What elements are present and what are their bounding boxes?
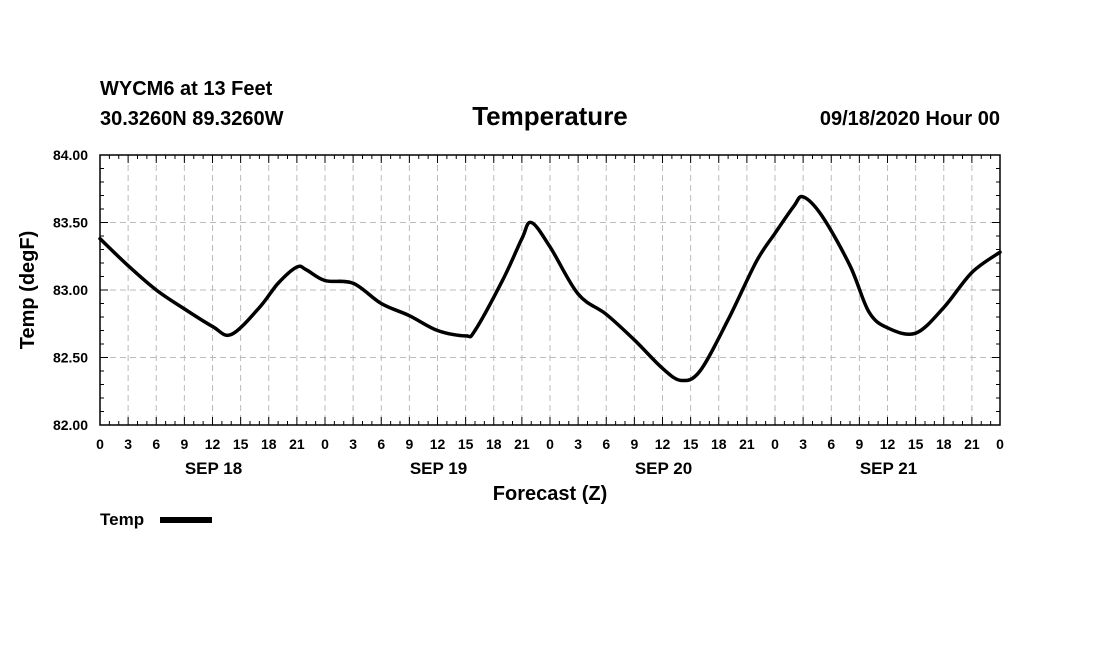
y-tick-label: 83.50 — [53, 215, 88, 231]
x-tick-label: 18 — [936, 436, 952, 452]
x-tick-label: 15 — [908, 436, 924, 452]
x-axis-label: Forecast (Z) — [493, 483, 607, 505]
x-tick-label: 18 — [486, 436, 502, 452]
x-tick-label: 15 — [683, 436, 699, 452]
x-tick-label: 15 — [233, 436, 249, 452]
x-tick-label: 12 — [205, 436, 221, 452]
y-tick-labels: 82.00 82.50 83.00 83.50 84.00 — [53, 147, 88, 433]
x-tick-label: 0 — [996, 436, 1004, 452]
x-tick-label: 12 — [430, 436, 446, 452]
x-tick-label: 6 — [827, 436, 835, 452]
x-tick-label: 3 — [799, 436, 807, 452]
x-tick-label: 9 — [180, 436, 188, 452]
x-tick-label: 9 — [630, 436, 638, 452]
temp-series-line — [98, 194, 1002, 383]
x-tick-label: 12 — [880, 436, 896, 452]
date-label: SEP 21 — [860, 459, 917, 478]
x-tick-label: 21 — [289, 436, 305, 452]
chart-title: Temperature — [472, 101, 628, 131]
legend: Temp — [100, 510, 212, 529]
legend-label: Temp — [100, 510, 144, 529]
x-tick-label: 9 — [405, 436, 413, 452]
x-tick-label: 21 — [514, 436, 530, 452]
plot-frame — [99, 154, 1001, 426]
x-tick-label: 3 — [574, 436, 582, 452]
station-label: WYCM6 at 13 Feet — [100, 78, 273, 100]
x-tick-label: 18 — [711, 436, 727, 452]
y-tick-label: 84.00 — [53, 147, 88, 163]
x-tick-label: 18 — [261, 436, 277, 452]
x-tick-label: 15 — [458, 436, 474, 452]
y-tick-label: 83.00 — [53, 282, 88, 298]
x-tick-label: 0 — [546, 436, 554, 452]
x-tick-label: 9 — [855, 436, 863, 452]
x-tick-label: 0 — [96, 436, 104, 452]
x-tick-label: 6 — [377, 436, 385, 452]
y-tick-label: 82.00 — [53, 417, 88, 433]
x-tick-label: 21 — [739, 436, 755, 452]
x-tick-label: 3 — [349, 436, 357, 452]
y-tick-label: 82.50 — [53, 350, 88, 366]
date-label: SEP 19 — [410, 459, 467, 478]
x-tick-labels: 0 3 6 9 12 15 18 21 0 3 6 9 12 15 18 21 0 3 6 9 12 15 18 21 0 3 6 9… — [96, 436, 1004, 452]
x-tick-label: 21 — [964, 436, 980, 452]
x-tick-label: 6 — [152, 436, 160, 452]
date-label: SEP 18 — [185, 459, 242, 478]
y-axis-label: Temp (degF) — [17, 231, 39, 350]
x-tick-label: 0 — [321, 436, 329, 452]
x-tick-label: 6 — [602, 436, 610, 452]
run-date-label: 09/18/2020 Hour 00 — [820, 108, 1000, 130]
date-label: SEP 20 — [635, 459, 692, 478]
x-tick-label: 0 — [771, 436, 779, 452]
x-tick-label: 3 — [124, 436, 132, 452]
grid-lines — [100, 155, 1000, 425]
x-tick-label: 12 — [655, 436, 671, 452]
date-labels: SEP 18 SEP 19 SEP 20 SEP 21 — [185, 459, 917, 478]
coordinates-label: 30.3260N 89.3260W — [100, 108, 284, 130]
